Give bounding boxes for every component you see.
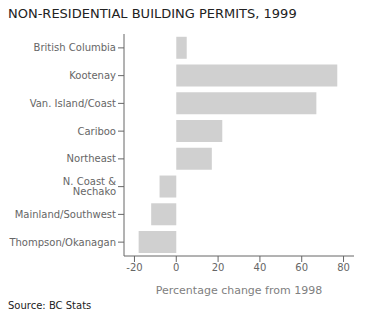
svg-text:60: 60 <box>295 262 308 273</box>
svg-text:Cariboo: Cariboo <box>77 126 116 137</box>
svg-text:80: 80 <box>337 262 350 273</box>
svg-text:Mainland/Southwest: Mainland/Southwest <box>15 209 116 220</box>
svg-text:N. Coast &Nechako: N. Coast &Nechako <box>63 176 116 197</box>
svg-text:Kootenay: Kootenay <box>69 70 116 81</box>
svg-text:40: 40 <box>254 262 267 273</box>
html-text:NON-RESIDENTIAL BUILDING PERMI: NON-RESIDENTIAL BUILDING PERMITS, 1999 <box>8 6 297 21</box>
svg-text:British Columbia: British Columbia <box>34 42 116 53</box>
svg-text:Van. Island/Coast: Van. Island/Coast <box>30 98 116 109</box>
svg-text:Thompson/Okanagan: Thompson/Okanagan <box>8 237 116 248</box>
svg-text:0: 0 <box>173 262 179 273</box>
svg-text:20: 20 <box>212 262 225 273</box>
svg-text:Northeast: Northeast <box>67 153 116 164</box>
svg-text:-20: -20 <box>126 262 142 273</box>
html-text:Source: BC Stats: Source: BC Stats <box>8 300 92 311</box>
svg-text:Percentage change from 1998: Percentage change from 1998 <box>156 284 322 297</box>
